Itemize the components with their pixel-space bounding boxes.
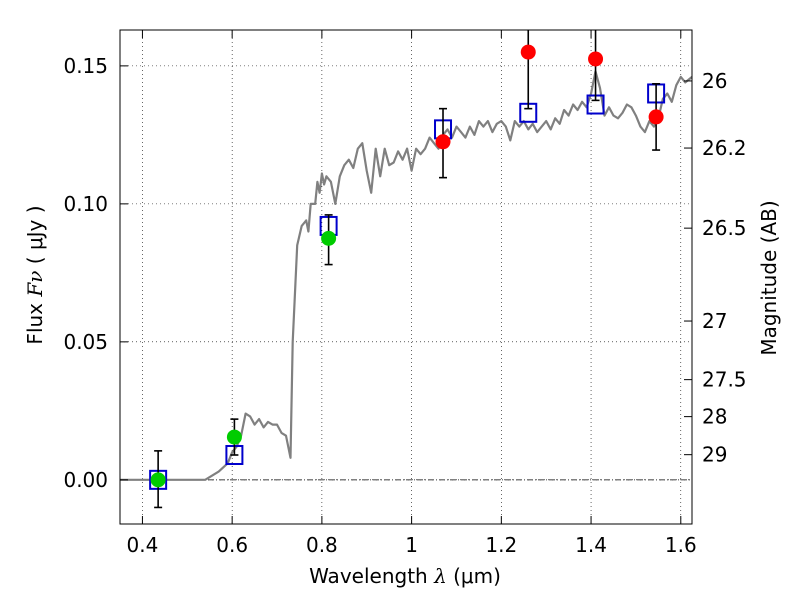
y-axis-label: Flux Fν ( μJy ) (23, 205, 47, 344)
green-data-point (321, 230, 337, 246)
right-tick-label: 27 (702, 309, 727, 333)
red-data-point (648, 109, 664, 125)
green-data-point (226, 429, 242, 445)
y-tick-label: 0.10 (63, 192, 108, 216)
x-tick-label: 0.6 (216, 533, 248, 557)
right-tick-label: 27.5 (702, 368, 747, 392)
right-tick-label: 26.2 (702, 136, 747, 160)
x-tick-label: 1.2 (485, 533, 517, 557)
right-tick-label: 28 (702, 405, 727, 429)
right-tick-label: 26 (702, 69, 727, 93)
plot-frame (119, 29, 693, 525)
x-tick-label: 0.4 (127, 533, 159, 557)
x-axis-label: Wavelength λ (μm) (309, 564, 501, 588)
right-axis-label: Magnitude (AB) (757, 200, 781, 355)
red-data-point (588, 51, 604, 67)
y-tick-label: 0.15 (63, 54, 108, 78)
green-data-point (150, 472, 166, 488)
red-data-point (520, 44, 536, 60)
axis-ticks: 0.4 0.6 0.8 1 1.2 1.4 1.6 0.00 0.05 0.10 0.15 26 26.… (63, 30, 747, 557)
data-series (120, 30, 692, 509)
y-tick-label: 0.00 (63, 468, 108, 492)
x-tick-label: 1 (405, 533, 418, 557)
right-tick-label: 29 (702, 443, 727, 467)
red-data-point (435, 134, 451, 150)
x-tick-label: 0.8 (306, 533, 338, 557)
y-tick-label: 0.05 (63, 330, 108, 354)
x-tick-label: 1.4 (575, 533, 607, 557)
plot-area (120, 30, 692, 509)
right-tick-label: 26.5 (702, 216, 747, 240)
x-tick-label: 1.6 (665, 533, 697, 557)
